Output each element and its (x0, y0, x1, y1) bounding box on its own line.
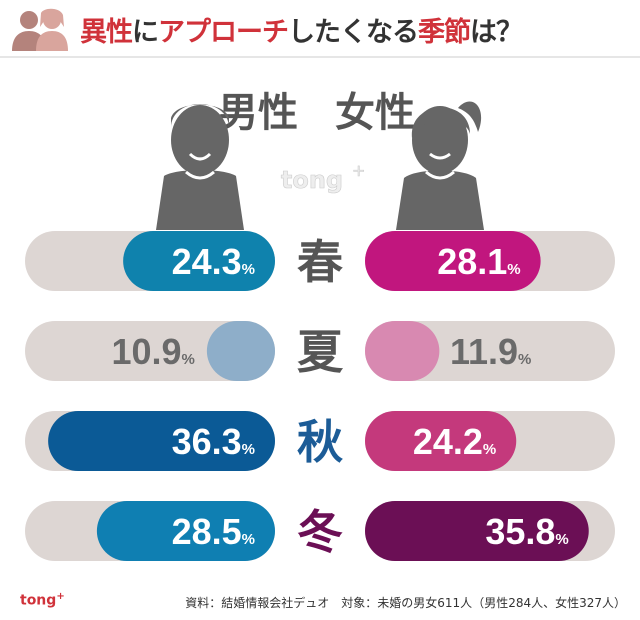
title-part-6: は？ (470, 16, 523, 48)
category-label-4: 冬 (297, 505, 343, 559)
value-label-men-2: 10.9% (111, 331, 194, 372)
bar-men-2 (206, 321, 275, 381)
footer-logo: tong+ (20, 591, 65, 609)
bar-women-4 (365, 501, 589, 561)
bar-men-1 (123, 231, 275, 291)
value-label-men-3: 36.3% (172, 421, 255, 462)
footer-source: 資料：結婚情報会社デュオ 対象：未婚の男女611人（男性284人、女性327人） (185, 596, 626, 610)
category-label-3: 秋 (297, 415, 343, 469)
title-row: 異性にアプローチしたくなる季節は？ (8, 6, 523, 52)
bar-women-2 (365, 321, 440, 381)
value-label-women-2: 11.9% (450, 331, 531, 372)
woman-figure-icon (396, 101, 484, 230)
value-label-men-4: 28.5% (172, 511, 255, 552)
bar-women-3 (365, 411, 517, 471)
category-label-2: 夏 (297, 325, 344, 379)
watermark: tong (281, 166, 343, 194)
value-label-women-4: 35.8% (485, 511, 568, 552)
bar-men-3 (48, 411, 275, 471)
page-title: 異性にアプローチしたくなる季節は？ (80, 10, 523, 49)
value-label-women-1: 28.1% (437, 241, 520, 282)
title-part-3: アプローチ (158, 16, 289, 48)
couple-icon (12, 8, 68, 51)
value-label-men-1: 24.3% (172, 241, 255, 282)
title-part-2: に (132, 16, 159, 48)
watermark-plus: + (352, 161, 365, 180)
man-figure-icon (156, 104, 244, 230)
bar-men-4 (96, 501, 275, 561)
title-part-1: 異性 (80, 16, 133, 48)
title-part-4: したくなる (288, 16, 419, 48)
bar-women-1 (365, 231, 541, 291)
value-label-women-3: 24.2% (413, 421, 496, 462)
title-divider (0, 56, 640, 58)
series-heading-men: 男性 (218, 90, 298, 136)
category-label-1: 春 (297, 235, 343, 289)
series-heading-women: 女性 (335, 90, 415, 136)
title-part-5: 季節 (418, 16, 471, 48)
